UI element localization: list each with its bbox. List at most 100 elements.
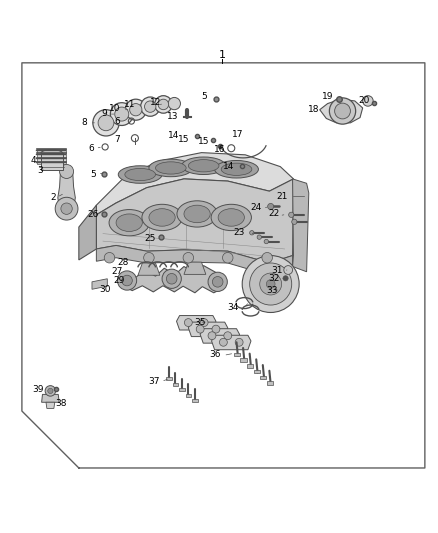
Ellipse shape [211,204,251,231]
Circle shape [329,98,356,124]
Text: 14: 14 [223,162,234,171]
Polygon shape [293,179,309,272]
Circle shape [363,96,373,106]
Circle shape [283,276,288,281]
Circle shape [122,275,132,286]
Circle shape [130,103,142,116]
Polygon shape [96,152,293,215]
Polygon shape [96,179,293,263]
Text: 11: 11 [124,100,136,109]
Bar [240,359,247,362]
Text: 35: 35 [194,318,206,327]
Text: 5: 5 [201,92,207,101]
Ellipse shape [116,214,142,231]
Ellipse shape [155,162,186,174]
Polygon shape [58,172,75,209]
Text: 21: 21 [277,192,288,201]
Bar [166,377,172,380]
Text: 14: 14 [168,131,180,140]
Circle shape [145,101,156,112]
Text: 39: 39 [32,385,44,394]
Text: 3: 3 [37,166,43,175]
Text: 5: 5 [91,170,96,179]
Circle shape [55,197,78,220]
Ellipse shape [184,205,210,223]
Bar [254,370,260,374]
Bar [192,399,198,402]
Circle shape [242,255,299,312]
Ellipse shape [221,163,252,175]
Circle shape [260,273,282,295]
Circle shape [223,253,233,263]
Text: 32: 32 [268,274,279,283]
Text: 9: 9 [102,109,107,118]
Text: 4: 4 [30,156,36,165]
Text: 27: 27 [111,267,123,276]
Circle shape [104,253,115,263]
Text: 33: 33 [267,286,278,295]
Circle shape [60,165,74,179]
Circle shape [200,319,208,327]
Circle shape [110,103,133,125]
Polygon shape [177,316,216,330]
Circle shape [335,103,350,119]
Bar [267,381,273,385]
Text: 17: 17 [232,130,243,139]
Ellipse shape [149,159,193,177]
Circle shape [284,265,293,274]
Circle shape [141,97,160,116]
Circle shape [212,325,220,333]
Bar [179,388,185,391]
Text: 38: 38 [55,399,67,408]
Circle shape [224,332,232,340]
Polygon shape [184,262,206,274]
Circle shape [183,253,194,263]
Text: 16: 16 [214,144,226,154]
Circle shape [158,99,169,110]
Ellipse shape [188,159,219,172]
Ellipse shape [218,209,244,226]
Text: 1: 1 [219,51,226,60]
Polygon shape [37,149,66,165]
Polygon shape [120,265,223,293]
Circle shape [117,271,137,290]
Polygon shape [188,322,228,336]
Bar [247,364,253,368]
Text: 25: 25 [145,233,156,243]
Text: 37: 37 [148,377,160,386]
Text: 15: 15 [198,137,209,146]
Text: 10: 10 [109,104,120,114]
Polygon shape [92,279,107,289]
Text: 28: 28 [118,257,129,266]
Circle shape [48,388,53,393]
Ellipse shape [177,201,217,227]
Text: 23: 23 [233,228,244,237]
Bar [186,393,191,397]
Circle shape [235,338,243,346]
Bar [260,376,266,379]
Circle shape [115,107,129,121]
Circle shape [208,332,216,340]
Text: 34: 34 [227,303,239,312]
Text: 30: 30 [99,285,110,294]
Text: 31: 31 [271,265,283,274]
Circle shape [184,319,192,327]
Circle shape [166,273,177,284]
Ellipse shape [182,157,226,174]
Polygon shape [41,154,63,170]
Ellipse shape [142,204,182,231]
Circle shape [262,253,272,263]
Circle shape [268,204,274,209]
Circle shape [208,272,227,292]
Text: 29: 29 [113,276,125,285]
Text: 26: 26 [87,211,99,219]
Ellipse shape [109,209,149,236]
Ellipse shape [118,166,162,183]
Circle shape [257,235,261,239]
Ellipse shape [149,209,175,226]
Circle shape [93,110,119,136]
Circle shape [162,269,181,288]
Circle shape [219,338,227,346]
Text: 15: 15 [178,135,189,144]
Text: 36: 36 [210,351,221,359]
